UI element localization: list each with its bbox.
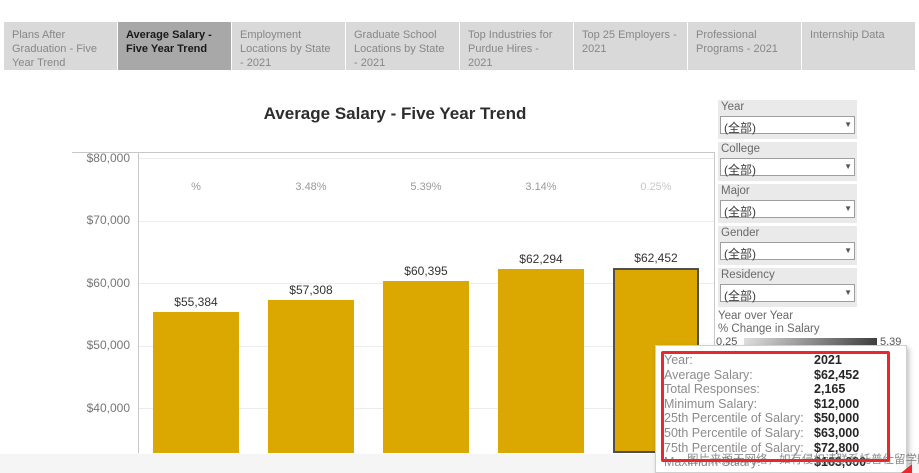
tooltip-row: Average Salary: $62,452 — [664, 368, 898, 383]
plot-top-border — [72, 152, 714, 153]
bar-2017[interactable] — [153, 312, 239, 453]
chevron-down-icon[interactable]: ▼ — [844, 120, 852, 129]
y-axis-tick: $60,000 — [86, 276, 130, 290]
bar-2018[interactable] — [268, 300, 354, 453]
gridline-70k — [139, 221, 714, 222]
tooltip-label: Maximum Salary: — [664, 455, 761, 470]
filter-block-gender: Gender (全部) ▼ — [718, 226, 857, 265]
tab-average-salary[interactable]: Average Salary - Five Year Trend — [118, 22, 231, 70]
y-axis-tick: $40,000 — [86, 401, 130, 415]
tooltip: Year: 2021 Average Salary: $62,452 Total R… — [655, 345, 907, 473]
tooltip-label: 75th Percentile of Salary: — [664, 440, 804, 455]
bar-value-label: $55,384 — [174, 295, 218, 309]
bar-pct-label: 3.14% — [525, 181, 557, 193]
filter-block-college: College (全部) ▼ — [718, 142, 857, 181]
y-axis-tick: $70,000 — [86, 213, 130, 227]
tab-professional-programs[interactable]: Professional Programs - 2021 — [688, 22, 801, 70]
tooltip-row: Total Responses: 2,165 — [664, 382, 898, 397]
gender-filter-dropdown[interactable]: (全部) ▼ — [720, 242, 855, 261]
bar-2019[interactable] — [383, 281, 469, 453]
bar-value-label: $60,395 — [404, 264, 448, 278]
bar-pct-label: 3.48% — [295, 181, 327, 193]
yoy-title-line1: Year over Year — [718, 310, 794, 322]
year-filter-dropdown[interactable]: (全部) ▼ — [720, 116, 855, 135]
tooltip-value: $163,000 — [814, 455, 867, 470]
bar-pct-label: 5.39% — [410, 181, 442, 193]
college-filter-dropdown[interactable]: (全部) ▼ — [720, 158, 855, 177]
college-filter-value: (全部) — [724, 163, 756, 177]
plot-right-border — [714, 152, 715, 453]
filter-label-residency: Residency — [721, 269, 775, 281]
tooltip-row: Maximum Salary: $163,000 — [664, 455, 898, 470]
residency-filter-dropdown[interactable]: (全部) ▼ — [720, 284, 855, 303]
filter-label-year: Year — [721, 101, 745, 113]
y-axis-tick: $50,000 — [86, 338, 130, 352]
tooltip-label: 25th Percentile of Salary: — [664, 411, 804, 426]
tab-top-25-employers[interactable]: Top 25 Employers - 2021 — [574, 22, 687, 70]
filter-block-major: Major (全部) ▼ — [718, 184, 857, 223]
yoy-range-slider[interactable] — [744, 338, 877, 348]
chart-title: Average Salary - Five Year Trend — [263, 104, 527, 123]
filter-block-year: Year (全部) ▼ — [718, 100, 857, 139]
tooltip-label: Average Salary: — [664, 367, 753, 382]
tooltip-value: $12,000 — [814, 396, 860, 411]
residency-filter-value: (全部) — [724, 289, 756, 303]
chevron-down-icon[interactable]: ▼ — [844, 288, 852, 297]
bar-value-label: $57,308 — [289, 283, 333, 297]
tooltip-value: 2,165 — [814, 382, 846, 397]
tab-graduate-school-locations[interactable]: Graduate School Locations by State - 202… — [346, 22, 459, 70]
major-filter-dropdown[interactable]: (全部) ▼ — [720, 200, 855, 219]
major-filter-value: (全部) — [724, 205, 756, 219]
tooltip-value: $62,452 — [814, 367, 860, 382]
tab-top-industries[interactable]: Top Industries for Purdue Hires - 2021 — [460, 22, 573, 70]
tooltip-label: Total Responses: — [664, 382, 760, 397]
filter-label-major: Major — [721, 185, 750, 197]
filter-block-residency: Residency (全部) ▼ — [718, 268, 857, 307]
filter-label-gender: Gender — [721, 227, 760, 239]
tooltip-label: 50th Percentile of Salary: — [664, 425, 804, 440]
tooltip-label: Minimum Salary: — [664, 396, 758, 411]
bar-value-label: $62,452 — [634, 251, 678, 265]
chevron-down-icon[interactable]: ▼ — [844, 246, 852, 255]
annotation-red-triangle — [901, 464, 912, 473]
bar-pct-label: % — [191, 181, 201, 193]
gender-filter-value: (全部) — [724, 247, 756, 261]
tooltip-row: 25th Percentile of Salary: $50,000 — [664, 411, 898, 426]
tooltip-label: Year: — [664, 353, 693, 367]
tooltip-value: $72,800 — [814, 440, 860, 455]
year-filter-value: (全部) — [724, 121, 756, 135]
tab-plans-after-graduation[interactable]: Plans After Graduation - Five Year Trend — [4, 22, 117, 70]
tab-internship-data[interactable]: Internship Data — [802, 22, 915, 70]
gridline-80k — [139, 158, 714, 159]
yoy-title-line2: % Change in Salary — [718, 323, 820, 335]
tooltip-row: Minimum Salary: $12,000 — [664, 397, 898, 412]
tooltip-row: Year: 2021 — [664, 353, 898, 368]
tooltip-value: $50,000 — [814, 411, 860, 426]
filter-label-college: College — [721, 143, 760, 155]
bar-2020[interactable] — [498, 269, 584, 453]
tab-employment-locations[interactable]: Employment Locations by State - 2021 — [232, 22, 345, 70]
watermark-text: 图片来源于网络，如有侵权请联系托普仕留学删除 — [687, 454, 919, 466]
bar-value-label: $62,294 — [519, 252, 563, 266]
bar-pct-label: 0.25% — [640, 181, 672, 193]
y-axis-line — [138, 152, 139, 453]
chevron-down-icon[interactable]: ▼ — [844, 162, 852, 171]
tooltip-row: 75th Percentile of Salary: $72,800 — [664, 441, 898, 456]
y-axis-tick: $80,000 — [86, 151, 130, 165]
chevron-down-icon[interactable]: ▼ — [844, 204, 852, 213]
tooltip-value: $63,000 — [814, 425, 860, 440]
tooltip-value: 2021 — [814, 353, 842, 367]
tooltip-row: 50th Percentile of Salary: $63,000 — [664, 426, 898, 441]
